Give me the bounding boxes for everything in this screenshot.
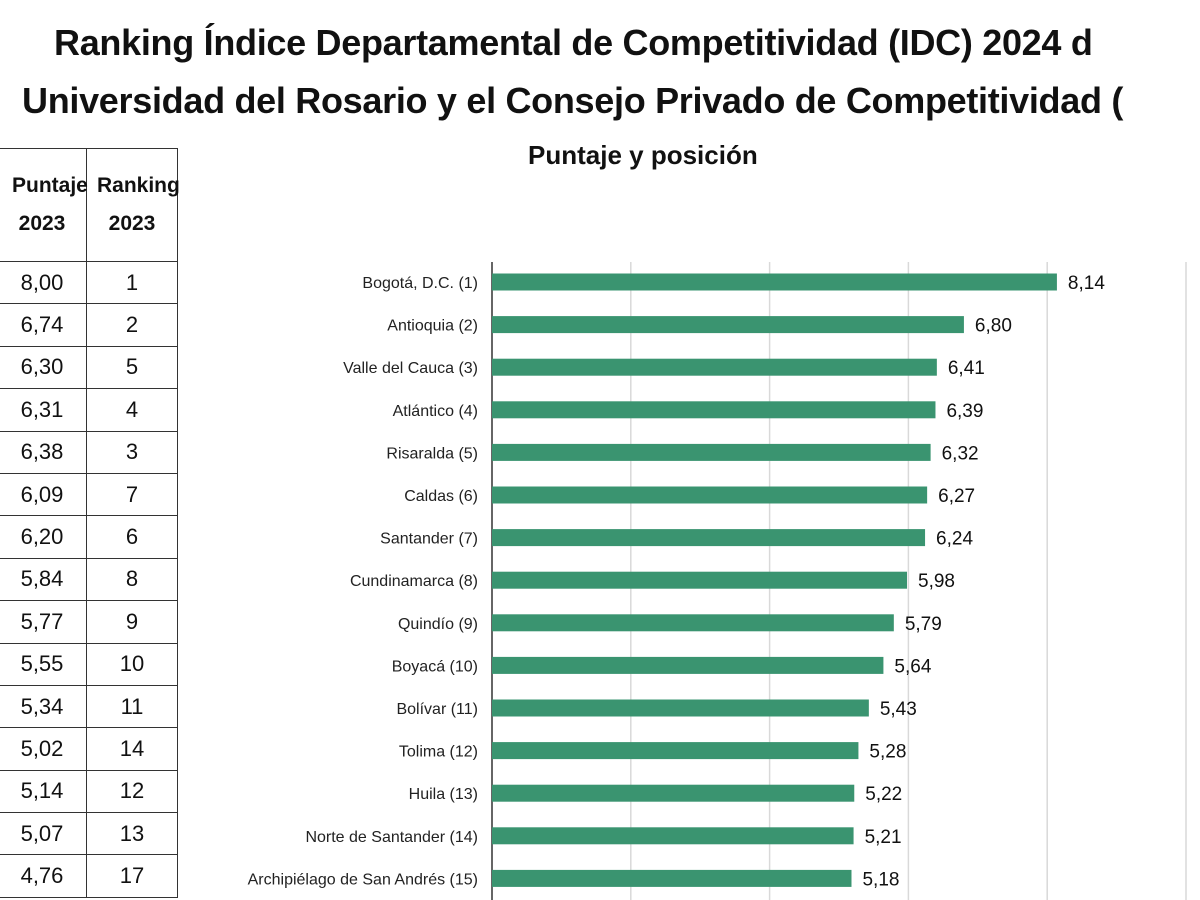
ranking-cell: 9 [86, 600, 178, 644]
category-label: Norte de Santander (14) [305, 829, 478, 846]
data-label: 6,32 [942, 443, 979, 464]
ranking-2023-table: Puntaje 2023 Ranking 2023 8,00 1 6,74 2 6,30… [0, 148, 180, 898]
category-label: Caldas (6) [404, 488, 478, 505]
category-label: Atlántico (4) [393, 403, 478, 420]
data-label: 6,80 [975, 316, 1012, 337]
category-label: Quindío (9) [398, 616, 478, 633]
table-row: 6,30 5 [0, 345, 178, 390]
bar [492, 486, 928, 504]
data-label: 6,41 [948, 358, 985, 379]
data-label: 5,28 [869, 742, 906, 763]
bar [492, 614, 894, 632]
data-label: 5,43 [880, 699, 917, 720]
data-label: 5,21 [865, 827, 902, 848]
data-label: 5,98 [918, 571, 955, 592]
chart-title: Puntaje y posición [528, 140, 758, 170]
bar [492, 784, 855, 802]
ranking-cell: 4 [86, 388, 178, 432]
ranking-cell: 8 [86, 557, 178, 602]
category-label: Antioquia (2) [387, 318, 478, 335]
table-row: 6,20 6 [0, 515, 178, 559]
category-label: Boyacá (10) [392, 658, 478, 675]
title-line-1: Ranking Índice Departamental de Competit… [54, 22, 1093, 63]
bar [492, 827, 854, 845]
category-label: Bolívar (11) [396, 701, 478, 718]
bar [492, 699, 869, 717]
ranking-cell: 7 [86, 472, 178, 517]
puntaje-cell: 6,31 [0, 388, 87, 432]
category-label: Valle del Cauca (3) [343, 360, 478, 377]
bar [492, 401, 936, 419]
bar [492, 443, 931, 461]
table-row: 6,09 7 [0, 472, 178, 517]
ranking-cell: 1 [86, 260, 178, 305]
table-row: 6,31 4 [0, 388, 178, 432]
category-label: Bogotá, D.C. (1) [362, 275, 478, 292]
data-label: 5,22 [865, 784, 902, 805]
ranking-cell: 10 [86, 642, 178, 686]
ranking-cell: 14 [86, 727, 178, 771]
data-label: 6,24 [936, 529, 973, 550]
table-row: 5,55 10 [0, 642, 178, 686]
category-label: Tolima (12) [399, 744, 478, 761]
category-label: Santander (7) [380, 531, 478, 548]
bar [492, 273, 1057, 291]
table-row: 5,14 12 [0, 769, 178, 814]
bar [492, 742, 859, 760]
bar [492, 529, 926, 547]
table-row: 8,00 1 [0, 260, 178, 305]
ranking-cell: 17 [86, 854, 178, 898]
bar [492, 656, 884, 674]
puntaje-cell: 5,77 [0, 600, 87, 644]
puntaje-cell: 4,76 [0, 854, 87, 898]
data-label: 6,39 [946, 401, 983, 422]
title-line-2: Universidad del Rosario y el Consejo Pri… [22, 80, 1124, 121]
category-label: Archipiélago de San Andrés (15) [248, 871, 478, 888]
puntaje-cell: 5,14 [0, 769, 87, 814]
data-label: 6,27 [938, 486, 975, 507]
data-label: 5,79 [905, 614, 942, 635]
ranking-cell: 5 [86, 345, 178, 390]
bar [492, 869, 852, 887]
ranking-cell: 6 [86, 515, 178, 559]
data-label: 5,18 [862, 869, 899, 890]
category-label: Risaralda (5) [386, 445, 478, 462]
data-label: 5,64 [894, 656, 931, 677]
header-puntaje-2023: Puntaje 2023 [0, 148, 88, 262]
puntaje-cell: 6,09 [0, 472, 87, 517]
data-label: 8,14 [1068, 273, 1105, 294]
table-row: 5,84 8 [0, 557, 178, 602]
table-row: 5,77 9 [0, 600, 178, 644]
table-row: 4,76 17 [0, 854, 178, 898]
category-label: Huila (13) [409, 786, 478, 803]
puntaje-cell: 5,34 [0, 684, 87, 729]
bar [492, 316, 964, 334]
category-label: Cundinamarca (8) [350, 573, 478, 590]
bar [492, 571, 908, 589]
bar [492, 358, 937, 376]
header-ranking-2023: Ranking 2023 [86, 148, 180, 262]
